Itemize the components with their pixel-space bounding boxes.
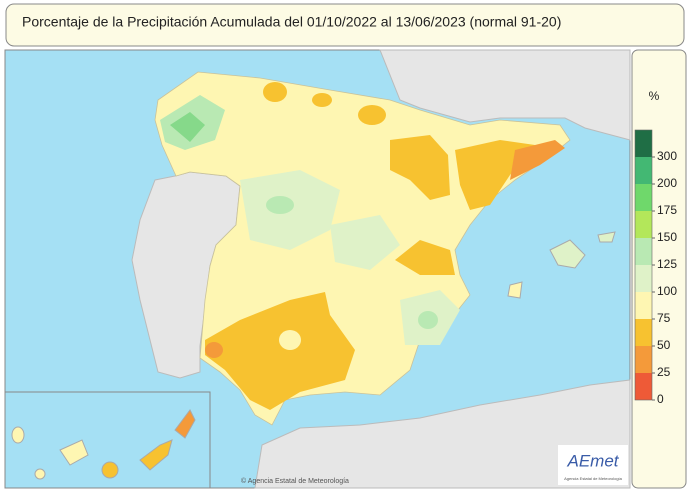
island bbox=[59, 439, 89, 466]
island bbox=[11, 426, 25, 444]
balearic-island bbox=[597, 231, 616, 243]
green-area bbox=[330, 215, 400, 270]
green-area bbox=[170, 112, 205, 142]
island bbox=[174, 409, 196, 439]
credit: © Agencia Estatal de Meteorología bbox=[241, 477, 349, 485]
orange-area bbox=[205, 342, 223, 358]
logo-subtitle: Agencia Estatal de Meteorología bbox=[564, 476, 623, 481]
green-area bbox=[418, 311, 438, 329]
orange-area bbox=[205, 292, 355, 410]
island bbox=[139, 439, 173, 471]
legend-color bbox=[635, 346, 652, 373]
legend-tick-label: 150 bbox=[657, 230, 677, 244]
title: Porcentaje de la Precipitación Acumulada… bbox=[22, 14, 561, 30]
orange-area bbox=[358, 105, 386, 125]
legend-tick-label: 300 bbox=[657, 149, 677, 163]
legend-tick-label: 25 bbox=[657, 365, 671, 379]
france bbox=[379, 49, 631, 141]
orange-area bbox=[510, 140, 565, 180]
legend-color bbox=[635, 319, 652, 346]
logo: AEmet bbox=[566, 451, 619, 470]
orange-area bbox=[390, 135, 450, 200]
balearic-island bbox=[549, 239, 586, 269]
legend-color bbox=[635, 157, 652, 184]
legend-tick-label: 200 bbox=[657, 176, 677, 190]
legend-color bbox=[635, 292, 652, 319]
balearic-island bbox=[507, 281, 523, 299]
orange-area bbox=[312, 93, 332, 107]
legend-tick-label: 50 bbox=[657, 338, 671, 352]
legend-tick-label: 175 bbox=[657, 203, 677, 217]
orange-area bbox=[263, 82, 287, 102]
island bbox=[101, 461, 119, 479]
yellow-area bbox=[279, 330, 301, 350]
orange-area bbox=[395, 240, 455, 275]
legend-tick-label: 0 bbox=[657, 392, 664, 406]
green-area bbox=[266, 196, 294, 214]
title-box bbox=[5, 3, 685, 47]
legend-color bbox=[635, 265, 652, 292]
logo-box bbox=[558, 445, 628, 485]
legend-color bbox=[635, 130, 652, 157]
africa bbox=[254, 379, 631, 489]
map: © Agencia Estatal de Meteorología AEmet … bbox=[4, 49, 631, 489]
legend-color bbox=[635, 238, 652, 265]
island bbox=[34, 468, 46, 480]
legend-color bbox=[635, 184, 652, 211]
legend-color bbox=[635, 211, 652, 238]
legend-color bbox=[635, 373, 652, 400]
legend-tick-label: 75 bbox=[657, 311, 671, 325]
legend-tick-label: 100 bbox=[657, 284, 677, 298]
legend-unit: % bbox=[649, 89, 660, 103]
legend-tick-label: 125 bbox=[657, 257, 677, 271]
